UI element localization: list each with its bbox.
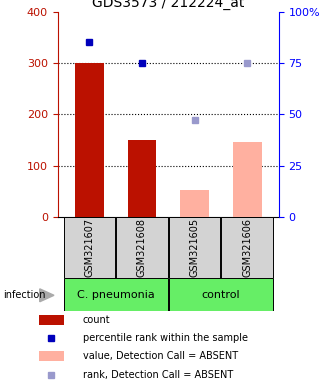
Bar xyxy=(180,190,209,217)
Bar xyxy=(39,315,64,325)
FancyBboxPatch shape xyxy=(64,217,115,278)
Bar xyxy=(39,351,64,361)
Polygon shape xyxy=(40,289,54,302)
Bar xyxy=(75,63,104,217)
FancyBboxPatch shape xyxy=(169,278,273,311)
Text: value, Detection Call = ABSENT: value, Detection Call = ABSENT xyxy=(83,351,238,361)
Title: GDS3573 / 212224_at: GDS3573 / 212224_at xyxy=(92,0,245,10)
Text: GSM321608: GSM321608 xyxy=(137,218,147,277)
Text: infection: infection xyxy=(3,290,46,300)
Text: control: control xyxy=(202,290,240,300)
Text: GSM321605: GSM321605 xyxy=(190,218,200,277)
FancyBboxPatch shape xyxy=(221,217,273,278)
Bar xyxy=(127,140,156,217)
Text: C. pneumonia: C. pneumonia xyxy=(77,290,154,300)
Text: count: count xyxy=(83,315,111,325)
FancyBboxPatch shape xyxy=(169,217,220,278)
Bar xyxy=(233,142,262,217)
Text: GSM321607: GSM321607 xyxy=(84,218,94,277)
Text: rank, Detection Call = ABSENT: rank, Detection Call = ABSENT xyxy=(83,369,233,379)
Text: GSM321606: GSM321606 xyxy=(242,218,252,277)
Text: percentile rank within the sample: percentile rank within the sample xyxy=(83,333,248,343)
FancyBboxPatch shape xyxy=(64,278,168,311)
FancyBboxPatch shape xyxy=(116,217,168,278)
